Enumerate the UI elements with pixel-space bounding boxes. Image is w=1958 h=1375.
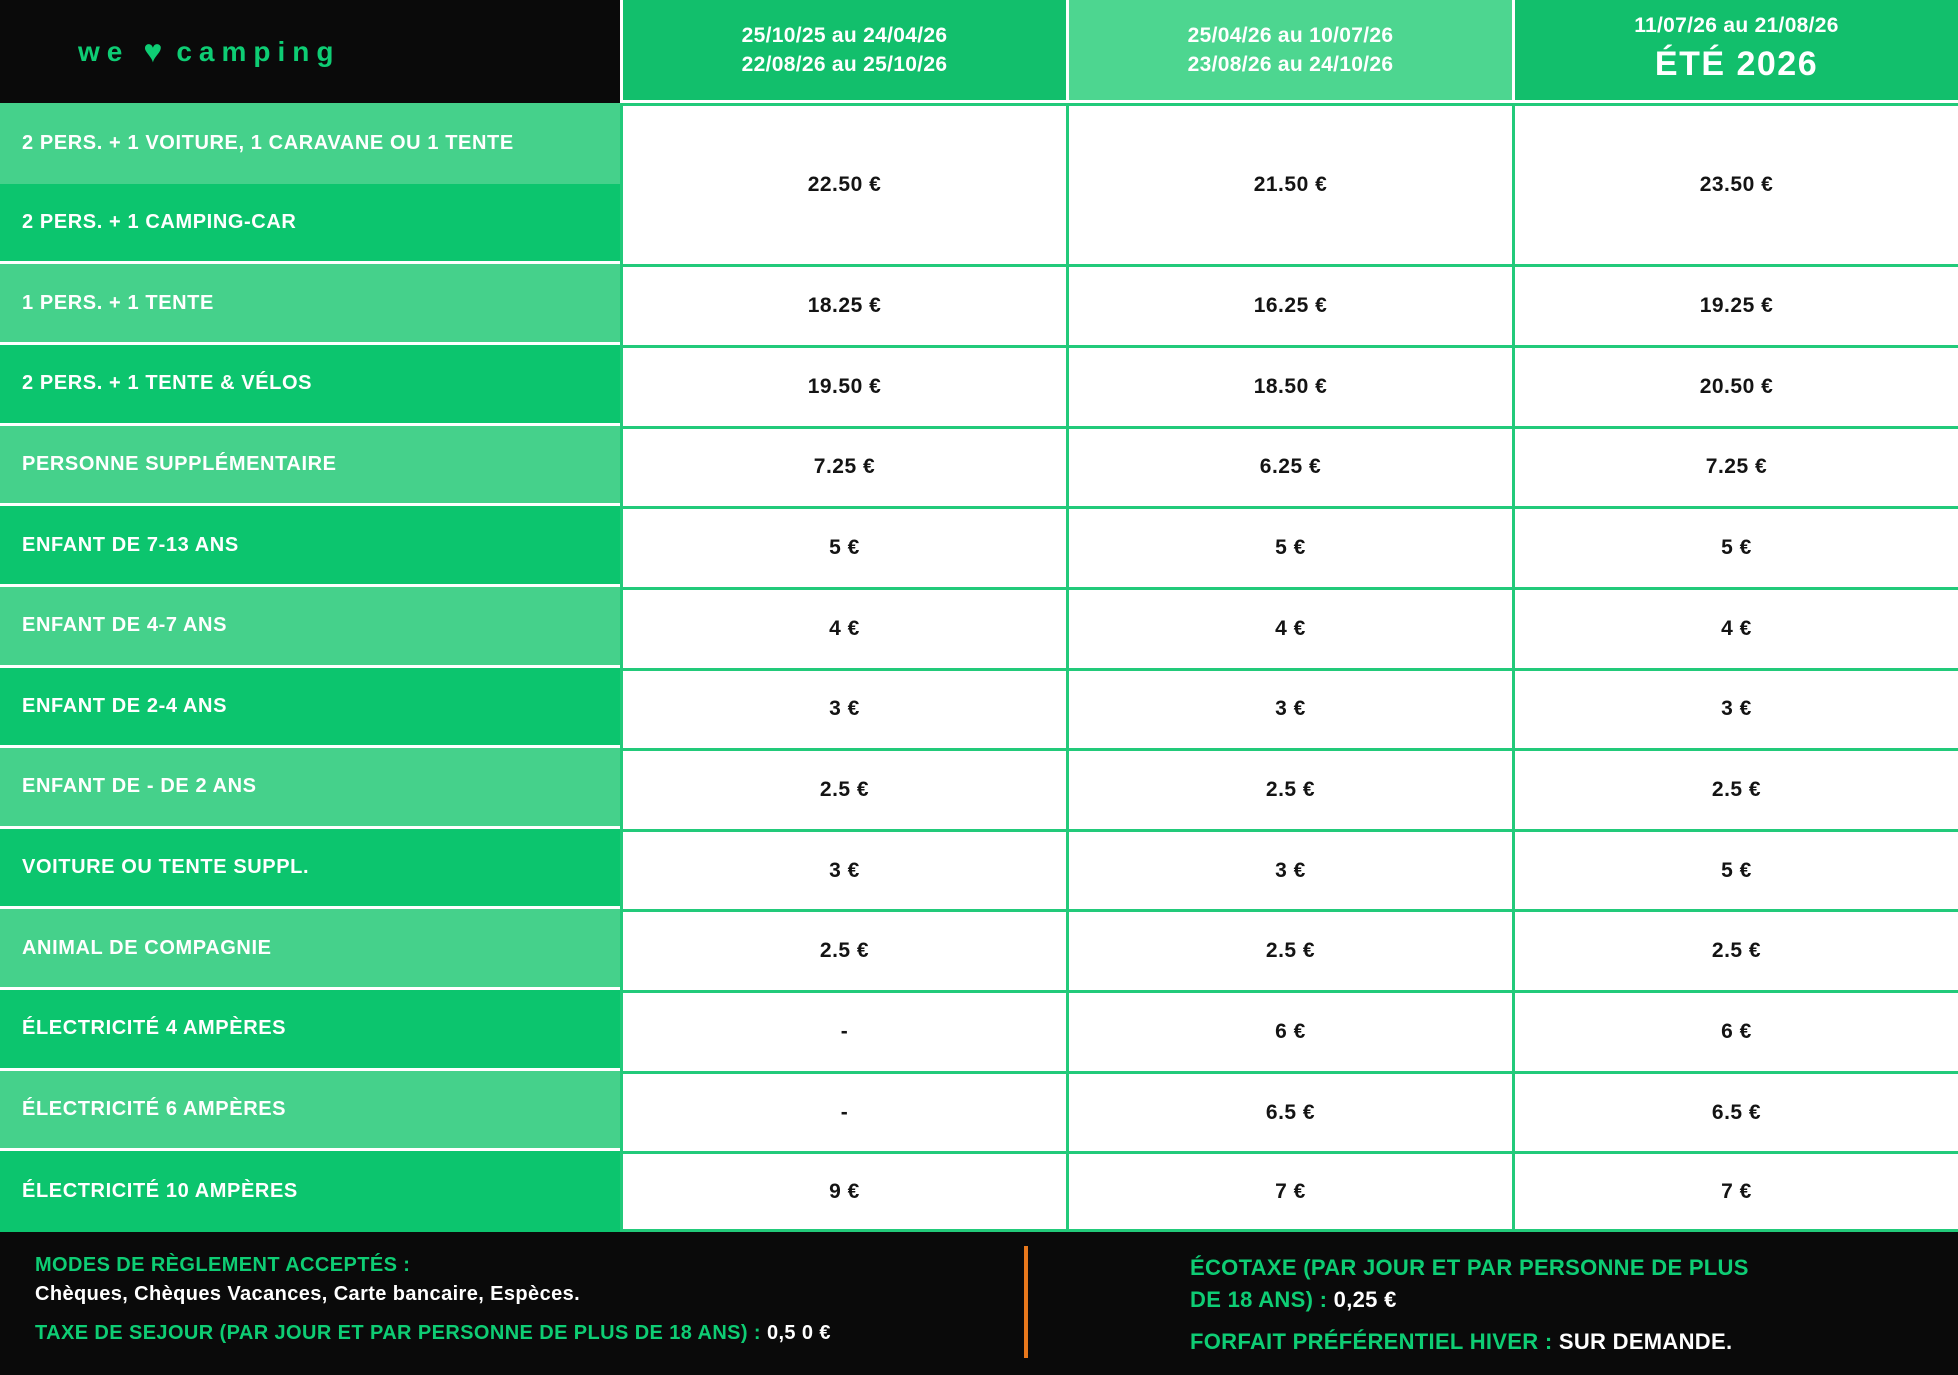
row-label: PERSONNE SUPPLÉMENTAIRE	[0, 425, 620, 507]
price-cell: 3 €	[620, 828, 1066, 910]
logo-text-we: we	[78, 35, 130, 67]
price-cell: 6 €	[1512, 990, 1958, 1071]
price-cell: 6 €	[1066, 990, 1512, 1071]
footer-divider	[1024, 1246, 1028, 1358]
date-range: 23/08/26 au 24/10/26	[1187, 53, 1394, 76]
date-range: 11/07/26 au 21/08/26	[1634, 14, 1839, 37]
ecotaxe-line2: DE 18 ANS) : 0,25 €	[1190, 1284, 1950, 1316]
payment-info-block: MODES DE RÈGLEMENT ACCEPTÉS : Chèques, C…	[35, 1254, 831, 1345]
taxe-sejour-label: TAXE DE SEJOUR (PAR JOUR ET PAR PERSONNE…	[35, 1322, 767, 1344]
price-cell: 3 €	[1066, 828, 1512, 910]
taxe-sejour-line: TAXE DE SEJOUR (PAR JOUR ET PAR PERSONNE…	[35, 1322, 831, 1345]
payment-methods: Chèques, Chèques Vacances, Carte bancair…	[35, 1283, 581, 1305]
price-cell: 21.50 €	[1066, 103, 1512, 265]
ecotaxe-info-block: ÉCOTAXE (PAR JOUR ET PAR PERSONNE DE PLU…	[1190, 1252, 1950, 1358]
forfait-label: FORFAIT PRÉFÉRENTIEL HIVER :	[1190, 1328, 1559, 1354]
price-cell: 5 €	[1512, 506, 1958, 587]
ecotaxe-label: DE 18 ANS) :	[1190, 1286, 1334, 1312]
price-cell: 23.50 €	[1512, 103, 1958, 265]
price-cell: -	[620, 1070, 1066, 1152]
price-cell: 19.25 €	[1512, 264, 1958, 345]
row-label: 1 PERS. + 1 TENTE	[0, 264, 620, 345]
date-range: 25/10/25 au 24/04/26	[741, 23, 948, 47]
row-label: 2 PERS. + 1 VOITURE, 1 CARAVANE OU 1 TEN…	[0, 103, 620, 184]
price-cell: 2.5 €	[1066, 748, 1512, 829]
price-cell: 2.5 €	[620, 748, 1066, 829]
ecotaxe-line1: ÉCOTAXE (PAR JOUR ET PAR PERSONNE DE PLU…	[1190, 1255, 1749, 1280]
payment-title: MODES DE RÈGLEMENT ACCEPTÉS :	[35, 1254, 411, 1276]
logo-text-camping: camping	[176, 35, 341, 67]
price-cell: 4 €	[620, 586, 1066, 668]
heart-icon: ♥	[143, 33, 163, 69]
price-cell: 2.5 €	[1512, 748, 1958, 829]
price-cell: 18.25 €	[620, 264, 1066, 345]
row-label: VOITURE OU TENTE SUPPL.	[0, 828, 620, 910]
column-header-summer: 11/07/26 au 21/08/26 ÉTÉ 2026	[1512, 0, 1958, 103]
row-label: ÉLECTRICITÉ 10 AMPÈRES	[0, 1151, 620, 1232]
price-cell: 3 €	[1512, 667, 1958, 749]
row-label: ANIMAL DE COMPAGNIE	[0, 909, 620, 991]
row-label: ENFANT DE 4-7 ANS	[0, 586, 620, 668]
price-cell: 4 €	[1512, 586, 1958, 668]
price-cell: 6.25 €	[1066, 425, 1512, 507]
price-cell: 7 €	[1066, 1151, 1512, 1232]
column-header-mid-season: 25/04/26 au 10/07/26 23/08/26 au 24/10/2…	[1066, 0, 1512, 103]
price-cell: 22.50 €	[620, 103, 1066, 265]
row-label: ENFANT DE - DE 2 ANS	[0, 748, 620, 829]
price-cell: 18.50 €	[1066, 344, 1512, 426]
price-cell: 6.5 €	[1512, 1070, 1958, 1152]
price-cell: 3 €	[620, 667, 1066, 749]
logo-cell: we ♥ camping	[0, 0, 620, 103]
season-title: ÉTÉ 2026	[1654, 45, 1819, 84]
price-cell: 19.50 €	[620, 344, 1066, 426]
price-cell: 16.25 €	[1066, 264, 1512, 345]
taxe-sejour-value: 0,5 0 €	[766, 1322, 831, 1344]
column-header-low-season: 25/10/25 au 24/04/26 22/08/26 au 25/10/2…	[620, 0, 1066, 103]
price-cell: 7.25 €	[620, 425, 1066, 507]
date-range: 22/08/26 au 25/10/26	[741, 53, 948, 76]
price-cell: 5 €	[1066, 506, 1512, 587]
brand-logo: we ♥ camping	[78, 33, 341, 70]
price-cell: 6.5 €	[1066, 1070, 1512, 1152]
ecotaxe-value: 0,25 €	[1333, 1286, 1397, 1312]
row-label: 2 PERS. + 1 TENTE & VÉLOS	[0, 344, 620, 426]
price-table: we ♥ camping 25/10/25 au 24/04/26 22/08/…	[0, 0, 1958, 1232]
row-label: 2 PERS. + 1 CAMPING-CAR	[0, 183, 620, 265]
row-label: ENFANT DE 2-4 ANS	[0, 667, 620, 749]
row-label: ENFANT DE 7-13 ANS	[0, 506, 620, 587]
price-cell: 2.5 €	[620, 909, 1066, 991]
price-cell: 2.5 €	[1512, 909, 1958, 991]
forfait-value: SUR DEMANDE.	[1558, 1328, 1733, 1354]
price-cell: 20.50 €	[1512, 344, 1958, 426]
price-cell: 4 €	[1066, 586, 1512, 668]
price-cell: 7 €	[1512, 1151, 1958, 1232]
row-label: ÉLECTRICITÉ 4 AMPÈRES	[0, 990, 620, 1071]
price-cell: 3 €	[1066, 667, 1512, 749]
price-cell: 7.25 €	[1512, 425, 1958, 507]
price-cell: 5 €	[620, 506, 1066, 587]
row-label: ÉLECTRICITÉ 6 AMPÈRES	[0, 1070, 620, 1152]
price-cell: 9 €	[620, 1151, 1066, 1232]
forfait-line: FORFAIT PRÉFÉRENTIEL HIVER : SUR DEMANDE…	[1190, 1326, 1950, 1358]
date-range: 25/04/26 au 10/07/26	[1187, 23, 1394, 47]
footer: MODES DE RÈGLEMENT ACCEPTÉS : Chèques, C…	[0, 1232, 1958, 1375]
price-cell: -	[620, 990, 1066, 1071]
price-cell: 2.5 €	[1066, 909, 1512, 991]
price-cell: 5 €	[1512, 828, 1958, 910]
